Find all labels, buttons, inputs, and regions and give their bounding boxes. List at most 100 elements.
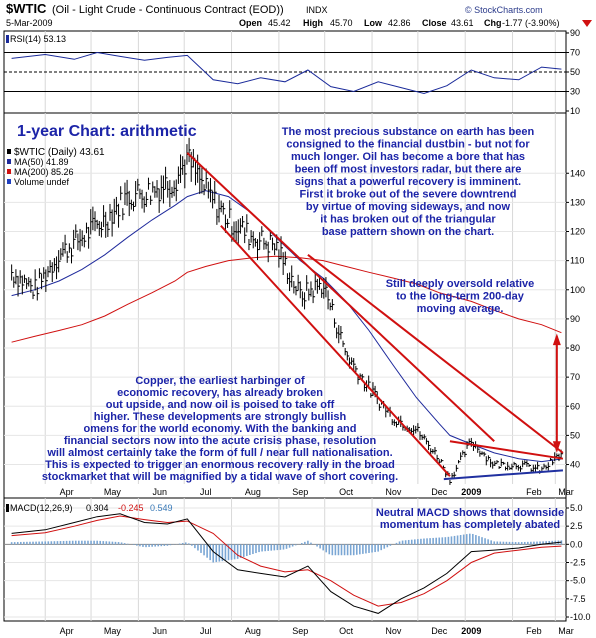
open-value: 45.42: [268, 18, 291, 28]
histogram-bar: [239, 544, 242, 558]
histogram-bar: [215, 544, 218, 563]
histogram-bar: [62, 540, 65, 545]
histogram-bar: [475, 535, 477, 545]
histogram-bar: [410, 539, 413, 545]
y-tick-label: 50: [570, 430, 580, 440]
histogram-bar: [499, 541, 502, 545]
triangle-base-line: [443, 469, 564, 481]
trend-line: [307, 254, 564, 454]
histogram-bar: [371, 544, 373, 553]
exchange: INDX: [306, 5, 328, 15]
histogram-bar: [261, 544, 263, 552]
histogram-bar: [398, 541, 401, 545]
histogram-bar: [401, 540, 404, 545]
arrow-head-down: [552, 441, 561, 453]
annotation-oversold: Still deeply oversold relative to the lo…: [386, 278, 535, 315]
histogram-bar: [221, 544, 224, 562]
histogram-bar: [120, 542, 123, 545]
histogram-bar: [291, 544, 294, 547]
histogram-bar: [490, 540, 492, 545]
annotation-line: moving average.: [417, 303, 504, 315]
histogram-bar: [517, 542, 520, 545]
histogram-bar: [307, 540, 309, 545]
histogram-bar: [542, 541, 544, 545]
annotation-line: stockmarket that will be magnified by a …: [42, 471, 398, 483]
y-tick-label: 130: [570, 197, 585, 207]
histogram-bar: [19, 541, 22, 545]
macd-legend-swatch: [6, 504, 9, 512]
histogram-bar: [166, 544, 169, 546]
histogram-bar: [148, 544, 150, 547]
histogram-bar: [230, 544, 233, 560]
high-label: High: [303, 18, 323, 28]
histogram-bar: [273, 544, 276, 551]
histogram-bar: [71, 540, 74, 545]
price-frame: [3, 112, 567, 499]
annotation-line: momentum has completely abated: [380, 519, 560, 531]
low-label: Low: [364, 18, 383, 28]
histogram-bar: [145, 544, 147, 548]
histogram-bar: [362, 544, 364, 554]
legend-swatch: [7, 179, 11, 184]
histogram-bar: [417, 539, 419, 545]
ma200-line: [11, 255, 562, 343]
x-tick-label: Apr: [60, 626, 74, 636]
y-tick-label: -2.5: [570, 558, 586, 568]
annotation-line: base pattern shown on the chart.: [322, 226, 494, 238]
histogram-bar: [530, 541, 532, 545]
annotation-line: it has broken out of the triangular: [320, 214, 496, 226]
histogram-bar: [96, 540, 98, 545]
legend-entry: $WTIC (Daily) 43.61: [14, 147, 105, 158]
annotation-line: omens for the world economy. With the ba…: [84, 423, 357, 435]
histogram-bar: [325, 544, 328, 553]
histogram-bar: [511, 541, 514, 545]
histogram-bar: [493, 541, 496, 545]
x-tick-label: Sep: [292, 487, 308, 497]
histogram-bar: [133, 544, 135, 546]
histogram-bar: [249, 544, 251, 555]
histogram-bar: [514, 542, 517, 545]
histogram-bar: [359, 544, 361, 555]
histogram-bar: [435, 537, 437, 545]
histogram-bar: [56, 541, 59, 545]
histogram-bar: [536, 541, 538, 545]
histogram-bar: [35, 541, 37, 545]
y-tick-label: -5.0: [570, 576, 586, 586]
histogram-bar: [267, 544, 270, 551]
y-tick-label: 90: [570, 28, 580, 38]
histogram-bar: [90, 540, 92, 545]
macd-legend-entry: MACD(12,26,9): [10, 503, 73, 513]
histogram-bar: [224, 544, 227, 561]
high-value: 45.70: [330, 18, 353, 28]
histogram-bar: [38, 541, 40, 545]
histogram-bar: [343, 544, 346, 556]
histogram-bar: [258, 544, 260, 553]
macd-legend-entry: 0.549: [150, 503, 173, 513]
histogram-bar: [395, 542, 398, 545]
histogram-bar: [368, 544, 370, 553]
histogram-bar: [114, 541, 117, 545]
histogram-bar: [294, 544, 297, 546]
watermark: © StockCharts.com: [465, 5, 543, 15]
histogram-bar: [316, 544, 318, 547]
histogram-bar: [65, 540, 68, 545]
x-tick-label: Sep: [292, 626, 308, 636]
y-tick-label: 120: [570, 227, 585, 237]
y-tick-label: 40: [570, 460, 580, 470]
annotation-line: economic recovery, has already broken: [117, 387, 323, 399]
macd-legend-entry: 0.304: [86, 503, 109, 513]
histogram-bar: [322, 544, 324, 551]
x-tick-label: May: [104, 487, 122, 497]
trend-line: [449, 440, 564, 460]
histogram-bar: [282, 544, 285, 550]
histogram-bar: [154, 544, 156, 547]
histogram-bar: [374, 544, 376, 553]
histogram-bar: [197, 544, 199, 551]
histogram-bar: [209, 544, 211, 561]
annotation-macd: Neutral MACD shows that downside momentu…: [376, 507, 564, 531]
x-tick-label: Feb: [526, 487, 542, 497]
histogram-bar: [447, 536, 450, 545]
histogram-bar: [420, 538, 422, 545]
histogram-bar: [551, 540, 554, 545]
y-tick-label: 80: [570, 343, 580, 353]
